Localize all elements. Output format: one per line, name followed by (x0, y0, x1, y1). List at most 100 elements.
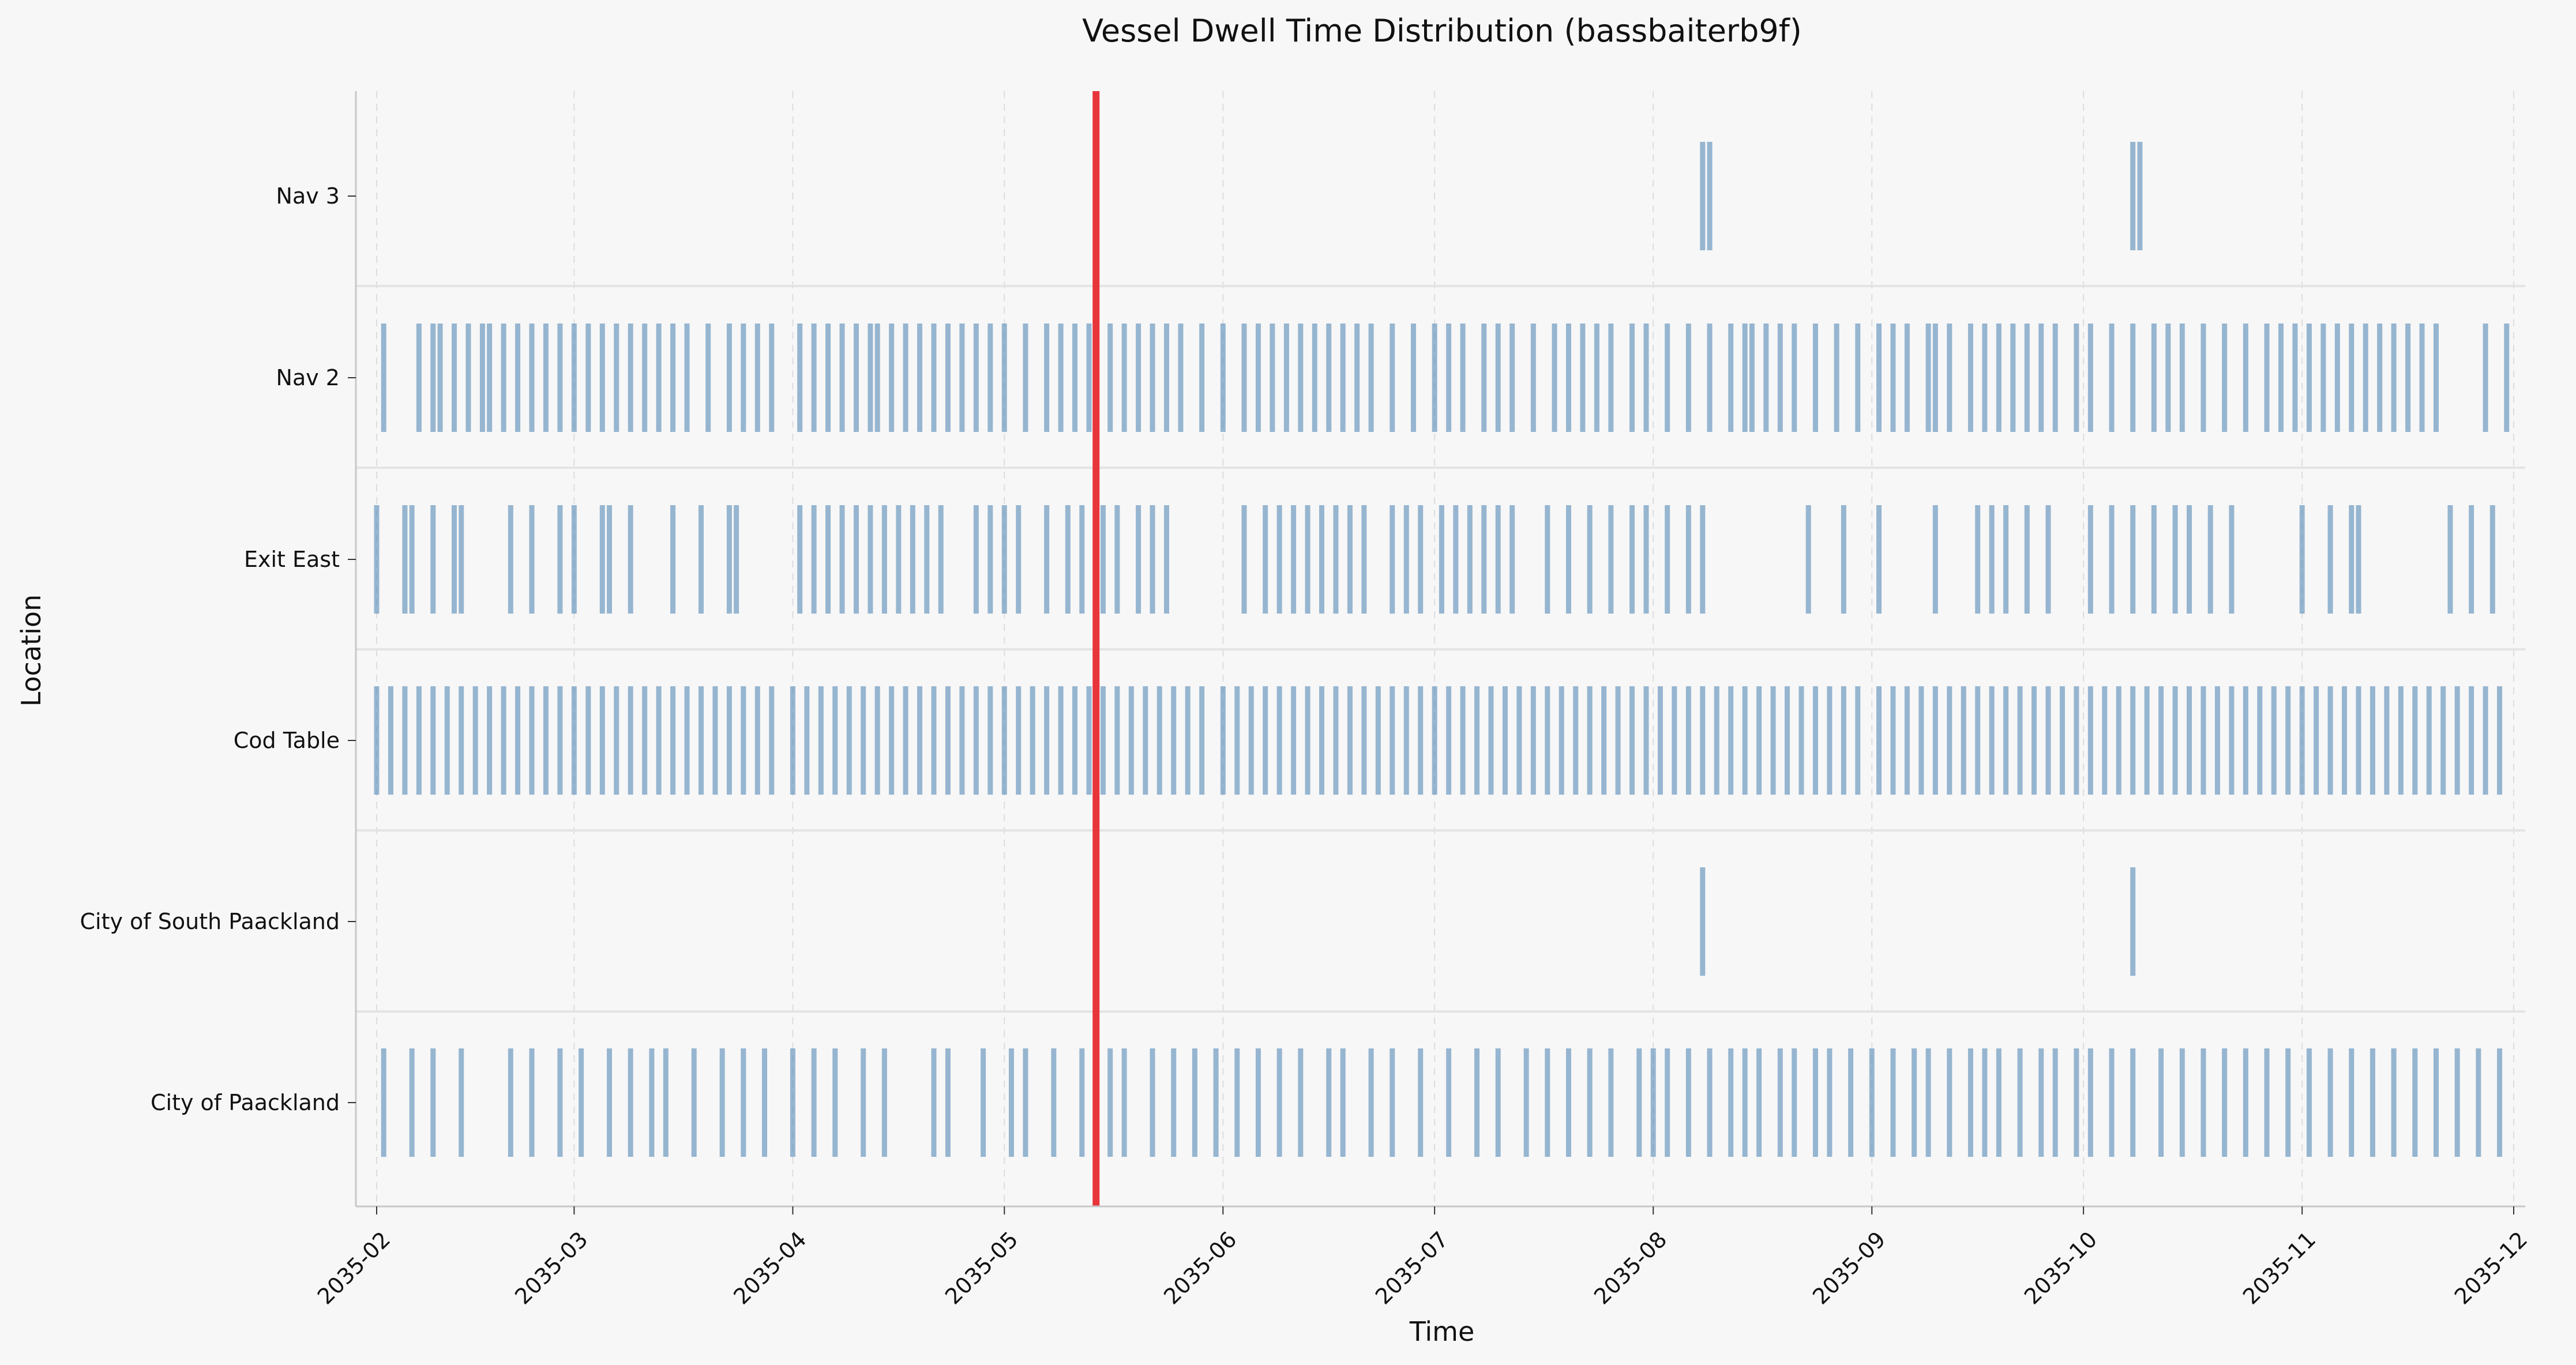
dwell-bar (1164, 505, 1170, 614)
dwell-bar (1728, 686, 1734, 795)
dwell-bar (705, 324, 711, 432)
dwell-bar (1509, 505, 1515, 614)
dwell-bar (1410, 324, 1416, 432)
dwell-bar (1601, 686, 1607, 795)
dwell-bar (2412, 1048, 2418, 1157)
dwell-bar (1065, 505, 1071, 614)
dwell-bar (1276, 1048, 1282, 1157)
dwell-bar (1390, 1048, 1395, 1157)
dwell-bar (1545, 686, 1550, 795)
dwell-bar (1685, 505, 1691, 614)
dwell-bar (2412, 686, 2418, 795)
dwell-bar (2349, 505, 2355, 614)
dwell-bar (1446, 686, 1452, 795)
dwell-bar (839, 324, 845, 432)
dwell-bar (769, 686, 775, 795)
dwell-bar (1580, 324, 1586, 432)
dwell-bar (1827, 686, 1833, 795)
dwell-bar (452, 324, 457, 432)
dwell-bar (501, 324, 506, 432)
dwell-bar (1552, 324, 1557, 432)
dwell-bar (931, 324, 937, 432)
dwell-bar (2003, 686, 2009, 795)
dwell-bar (832, 686, 838, 795)
y-tick-label: Nav 3 (276, 183, 340, 209)
dwell-bar (931, 1048, 937, 1157)
dwell-bar (1982, 324, 1988, 432)
dwell-bar (1023, 324, 1028, 432)
dwell-bar (579, 1048, 584, 1157)
dwell-bar (1058, 324, 1064, 432)
dwell-bar (2229, 505, 2235, 614)
dwell-bar (1171, 1048, 1177, 1157)
dwell-bar (2130, 1048, 2136, 1157)
dwell-bar (917, 324, 923, 432)
dwell-bar (416, 324, 422, 432)
dwell-bar (2179, 1048, 2185, 1157)
dwell-bar (2187, 505, 2192, 614)
dwell-bar (2130, 324, 2136, 432)
dwell-bar (1079, 1048, 1085, 1157)
dwell-bar (1199, 686, 1205, 795)
dwell-bar (571, 505, 577, 614)
dwell-bar (2349, 1048, 2355, 1157)
dwell-bar (1996, 1048, 2002, 1157)
dwell-bar (1270, 324, 1275, 432)
dwell-bar (846, 686, 852, 795)
dwell-bar (1502, 686, 1508, 795)
dwell-bar (2433, 1048, 2439, 1157)
dwell-bar (1792, 1048, 1797, 1157)
dwell-bar (2285, 686, 2291, 795)
dwell-bar (1707, 142, 1713, 250)
dwell-bar (1855, 324, 1861, 432)
dwell-bar (2271, 686, 2277, 795)
dwell-bar (811, 324, 817, 432)
dwell-bar (1530, 686, 1536, 795)
dwell-bar (1530, 324, 1536, 432)
dwell-bar (2172, 505, 2178, 614)
dwell-bar (1361, 505, 1367, 614)
dwell-bar (719, 1048, 725, 1157)
dwell-bar (1848, 1048, 1854, 1157)
dwell-bar (2017, 1048, 2023, 1157)
dwell-bar (1932, 505, 1938, 614)
dwell-bar (2391, 1048, 2397, 1157)
dwell-bar (1347, 505, 1353, 614)
dwell-bar (2489, 505, 2495, 614)
dwell-bar (2172, 686, 2178, 795)
dwell-bar (1798, 686, 1804, 795)
dwell-bar (2243, 324, 2248, 432)
dwell-bar (2363, 324, 2368, 432)
dwell-bar (1481, 324, 1487, 432)
dwell-bar (2074, 324, 2079, 432)
dwell-bar (2469, 686, 2474, 795)
dwell-bar (1298, 324, 1304, 432)
dwell-bar (479, 324, 485, 432)
dwell-bar (2314, 686, 2319, 795)
dwell-bar (2222, 324, 2228, 432)
dwell-bar (1467, 505, 1473, 614)
dwell-bar (1488, 686, 1494, 795)
dwell-bar (459, 686, 464, 795)
dwell-bar (1565, 324, 1571, 432)
dwell-bar (1100, 505, 1106, 614)
dwell-bar (2504, 324, 2510, 432)
dwell-bar (868, 324, 873, 432)
dwell-bar (1657, 686, 1663, 795)
dwell-bar (381, 324, 386, 432)
dwell-bar (529, 686, 535, 795)
dwell-bar (1403, 686, 1409, 795)
dwell-bar (2278, 324, 2284, 432)
dwell-bar (1185, 686, 1191, 795)
dwell-bar (853, 324, 859, 432)
dwell-bar (1523, 1048, 1529, 1157)
dwell-bar (1164, 324, 1170, 432)
dwell-bar (1728, 324, 1734, 432)
dwell-bar (1319, 686, 1325, 795)
dwell-bar (1128, 686, 1134, 795)
dwell-bar (2130, 142, 2136, 250)
dwell-bar (2306, 324, 2312, 432)
dwell-bars (374, 142, 2510, 1157)
dwell-bar (903, 324, 908, 432)
